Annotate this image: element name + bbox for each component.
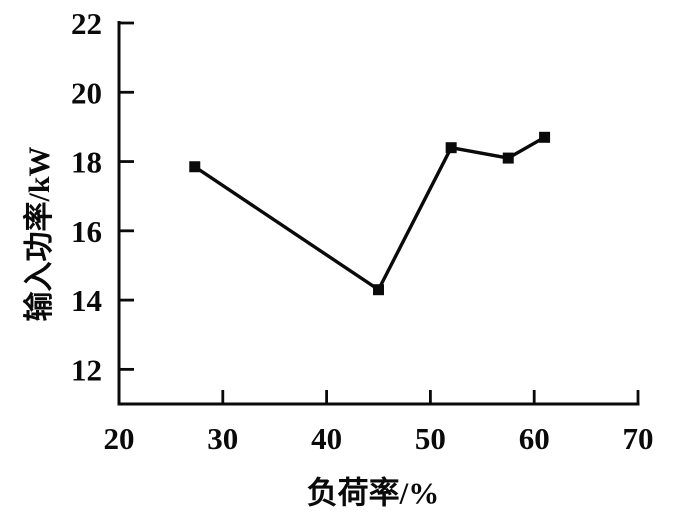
y-tick-label: 12 xyxy=(71,352,102,387)
x-tick-label: 60 xyxy=(519,421,550,456)
y-tick-label: 18 xyxy=(71,145,102,180)
data-point-marker xyxy=(502,152,514,164)
data-point-marker xyxy=(539,131,551,143)
x-tick-label: 20 xyxy=(104,421,135,456)
y-tick-label: 16 xyxy=(71,214,102,249)
x-tick-label: 50 xyxy=(415,421,446,456)
x-tick-label: 70 xyxy=(623,421,654,456)
y-tick-label: 20 xyxy=(71,75,102,110)
data-point-marker xyxy=(189,161,201,173)
x-tick-label: 30 xyxy=(207,421,238,456)
data-line xyxy=(193,135,546,293)
x-axis-title: 负荷率/% xyxy=(306,475,440,511)
data-point-marker xyxy=(373,284,384,296)
data-point-marker xyxy=(445,142,457,154)
y-axis-title: 输入功率/kW xyxy=(23,146,56,322)
y-tick-label: 14 xyxy=(71,283,102,318)
y-tick-label: 22 xyxy=(71,6,102,41)
x-tick-label: 40 xyxy=(311,421,342,456)
